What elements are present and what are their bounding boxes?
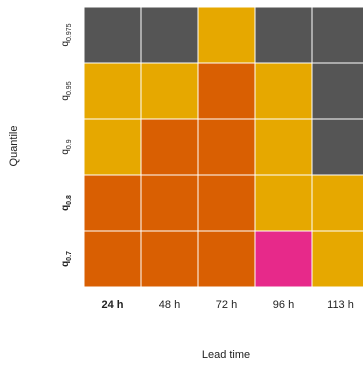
x-tick-label: 48 h — [159, 299, 180, 311]
x-tick-label: 24 h — [101, 299, 123, 311]
heatmap-cell-r1-c3 — [254, 62, 313, 120]
x-tick-label: 96 h — [273, 299, 294, 311]
heatmap-cell-r0-c3 — [254, 6, 313, 64]
heatmap-cell-r3-c2 — [197, 174, 256, 232]
heatmap-cell-r3-c0 — [83, 174, 142, 232]
heatmap-cells — [83, 6, 363, 288]
x-axis-title: Lead time — [202, 349, 250, 361]
heatmap-cell-r4-c0 — [83, 230, 142, 288]
heatmap-cell-r1-c0 — [83, 62, 142, 120]
x-tick-label: 113 h — [327, 299, 354, 311]
heatmap-cell-r2-c1 — [140, 118, 199, 176]
heatmap-cell-r2-c4 — [311, 118, 363, 176]
heatmap-cell-r4-c2 — [197, 230, 256, 288]
heatmap-cell-r0-c0 — [83, 6, 142, 64]
y-tick-label: q0.8 — [60, 195, 73, 211]
heatmap-cell-r0-c2 — [197, 6, 256, 64]
heatmap-cell-r1-c1 — [140, 62, 199, 120]
heatmap-cell-r3-c4 — [311, 174, 363, 232]
y-tick-label: q0.975 — [60, 23, 73, 46]
heatmap-cell-r2-c2 — [197, 118, 256, 176]
x-tick-label: 72 h — [216, 299, 237, 311]
y-tick-label: q0.95 — [60, 81, 73, 100]
heatmap-cell-r2-c0 — [83, 118, 142, 176]
heatmap-cell-r0-c1 — [140, 6, 199, 64]
y-tick-labels: q0.975 q0.95 q0.9 q0.8 q0.7 — [60, 23, 73, 267]
heatmap-cell-r4-c1 — [140, 230, 199, 288]
y-tick-label: q0.7 — [60, 251, 73, 267]
heatmap-cell-r2-c3 — [254, 118, 313, 176]
x-tick-labels: 24 h 48 h 72 h 96 h 113 h — [101, 299, 353, 311]
heatmap-cell-r4-c4 — [311, 230, 363, 288]
heatmap-cell-r3-c3 — [254, 174, 313, 232]
heatmap-cell-r4-c3 — [254, 230, 313, 288]
heatmap-cell-r1-c2 — [197, 62, 256, 120]
y-axis-title: Quantile — [8, 126, 20, 167]
heatmap-cell-r1-c4 — [311, 62, 363, 120]
y-tick-label: q0.9 — [60, 139, 73, 154]
heatmap-cell-r0-c4 — [311, 6, 363, 64]
heatmap-cell-r3-c1 — [140, 174, 199, 232]
